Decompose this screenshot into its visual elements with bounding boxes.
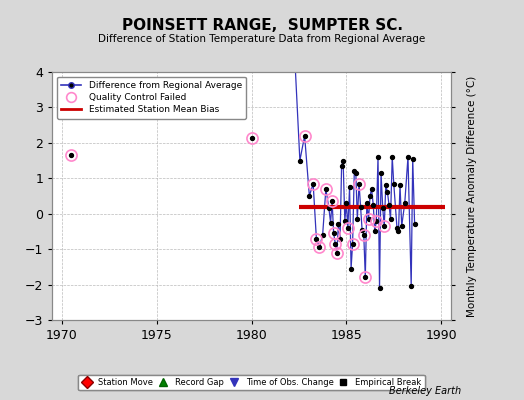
Point xyxy=(355,180,363,187)
Point xyxy=(378,205,387,212)
Point xyxy=(364,216,373,222)
Point xyxy=(353,216,362,222)
Point xyxy=(367,186,376,192)
Point xyxy=(383,189,391,196)
Point xyxy=(356,204,365,210)
Point xyxy=(347,266,355,272)
Point xyxy=(305,193,313,199)
Point xyxy=(389,180,398,187)
Point xyxy=(404,154,412,160)
Point xyxy=(377,170,385,176)
Point xyxy=(319,232,327,238)
Point xyxy=(369,202,377,208)
Point xyxy=(345,184,354,190)
Point xyxy=(393,225,401,231)
Point xyxy=(386,216,395,222)
Point xyxy=(67,152,75,158)
Point xyxy=(363,200,371,206)
Point xyxy=(410,221,419,228)
Point xyxy=(342,200,351,206)
Legend: Station Move, Record Gap, Time of Obs. Change, Empirical Break: Station Move, Record Gap, Time of Obs. C… xyxy=(79,374,424,390)
Text: POINSETT RANGE,  SUMPTER SC.: POINSETT RANGE, SUMPTER SC. xyxy=(122,18,402,33)
Point xyxy=(322,186,330,192)
Point xyxy=(358,226,366,233)
Point xyxy=(336,235,344,242)
Point xyxy=(247,134,256,141)
Point xyxy=(359,232,368,238)
Point xyxy=(348,241,357,247)
Point xyxy=(375,285,384,291)
Point xyxy=(409,156,417,162)
Point xyxy=(334,221,343,228)
Point xyxy=(407,283,416,290)
Point xyxy=(361,274,369,281)
Point xyxy=(315,244,324,250)
Point xyxy=(396,182,404,188)
Text: Berkeley Earth: Berkeley Earth xyxy=(389,386,461,396)
Point xyxy=(344,225,352,231)
Point xyxy=(331,241,340,247)
Point xyxy=(330,230,338,236)
Point xyxy=(366,193,374,199)
Point xyxy=(352,170,360,176)
Point xyxy=(326,219,335,226)
Point xyxy=(325,205,333,212)
Point xyxy=(398,223,406,229)
Point xyxy=(394,228,402,235)
Point xyxy=(381,182,390,188)
Point xyxy=(291,62,299,68)
Point xyxy=(380,223,388,229)
Point xyxy=(388,154,397,160)
Point xyxy=(337,163,346,169)
Point xyxy=(339,157,347,164)
Point xyxy=(350,168,358,174)
Point xyxy=(372,218,380,224)
Point xyxy=(309,180,318,187)
Point xyxy=(385,202,393,208)
Point xyxy=(312,235,321,242)
Point xyxy=(374,154,382,160)
Point xyxy=(328,198,336,204)
Point xyxy=(370,228,379,235)
Point xyxy=(400,200,409,206)
Text: Difference of Station Temperature Data from Regional Average: Difference of Station Temperature Data f… xyxy=(99,34,425,44)
Point xyxy=(333,250,341,256)
Point xyxy=(300,132,309,139)
Y-axis label: Monthly Temperature Anomaly Difference (°C): Monthly Temperature Anomaly Difference (… xyxy=(466,75,477,317)
Point xyxy=(341,218,349,224)
Point xyxy=(296,157,304,164)
